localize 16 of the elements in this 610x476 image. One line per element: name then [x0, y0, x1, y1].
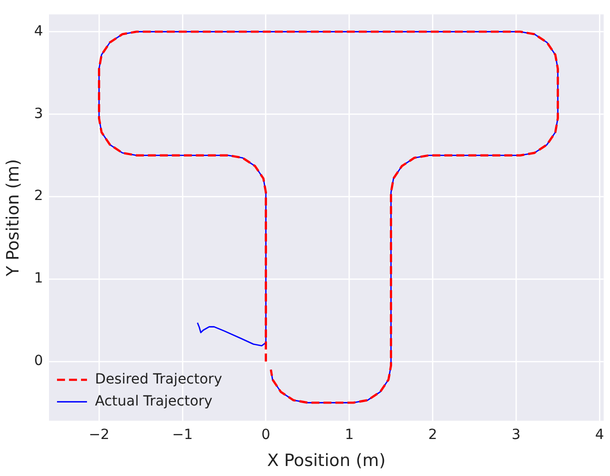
x-tick-label: −1: [172, 426, 193, 443]
y-tick-label: 2: [34, 188, 43, 204]
y-tick-label: 4: [34, 23, 44, 40]
x-tick-label: 1: [344, 426, 354, 443]
x-tick-label: 4: [595, 426, 604, 443]
y-axis-title: Y Position (m): [4, 158, 24, 278]
x-tick-label: 2: [428, 426, 438, 443]
y-tick-label: 0: [34, 353, 43, 370]
x-tick-label: −2: [88, 426, 110, 443]
legend-label: Actual Trajectory: [95, 393, 212, 410]
y-tick-label: 1: [34, 270, 43, 287]
legend-label: Desired Trajectory: [95, 371, 222, 388]
x-tick-label: 0: [261, 426, 270, 443]
x-axis-title: X Position (m): [267, 451, 386, 472]
x-tick-label: 3: [512, 426, 521, 443]
y-tick-label: 3: [34, 106, 43, 122]
